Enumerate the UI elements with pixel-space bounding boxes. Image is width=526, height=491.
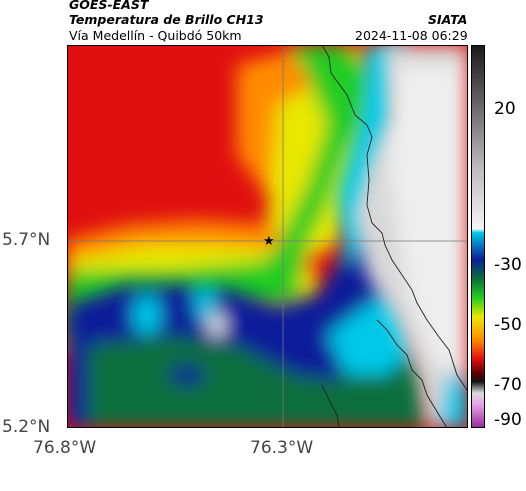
agency-name: SIATA (428, 12, 468, 27)
department-border (376, 319, 448, 428)
coastline-border (321, 45, 468, 391)
city-marker-icon: ★ (263, 234, 275, 249)
lat-tick-5.2: 5.2°N (2, 417, 51, 437)
timestamp: 2024-11-08 06:29 (355, 28, 468, 43)
brightness-temperature-map: ★ (67, 45, 468, 428)
colorbar-tick-20: 20 (494, 99, 516, 119)
region-name: Vía Medellín - Quibdó 50km (69, 28, 242, 43)
colorbar-tick-minus90: -90 (494, 410, 522, 430)
department-border-south (321, 384, 340, 428)
product-title: Temperatura de Brillo CH13 (69, 12, 264, 27)
lat-tick-5.7: 5.7°N (2, 230, 51, 250)
colorbar-tick-minus50: -50 (494, 315, 522, 335)
lon-tick-76.3: 76.3°W (250, 438, 314, 458)
colorbar (471, 45, 485, 428)
satellite-name: GOES-EAST (69, 0, 149, 12)
lon-tick-76.8: 76.8°W (33, 438, 97, 458)
colorbar-tick-minus30: -30 (494, 255, 522, 275)
colorbar-tick-minus70: -70 (494, 375, 522, 395)
